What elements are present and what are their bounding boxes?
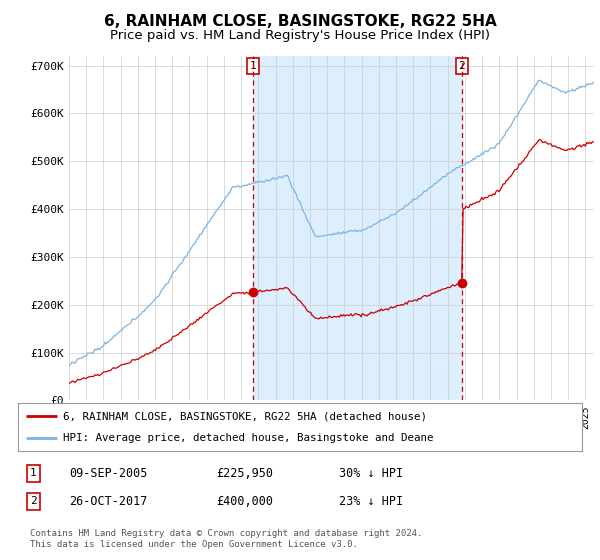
Text: 6, RAINHAM CLOSE, BASINGSTOKE, RG22 5HA: 6, RAINHAM CLOSE, BASINGSTOKE, RG22 5HA	[104, 14, 496, 29]
Text: 2: 2	[30, 496, 37, 506]
Text: 23% ↓ HPI: 23% ↓ HPI	[339, 494, 403, 508]
Text: 1: 1	[30, 468, 37, 478]
Bar	[253, 56, 462, 400]
Text: 1: 1	[250, 61, 256, 71]
Text: 6, RAINHAM CLOSE, BASINGSTOKE, RG22 5HA (detached house): 6, RAINHAM CLOSE, BASINGSTOKE, RG22 5HA …	[63, 411, 427, 421]
Text: 30% ↓ HPI: 30% ↓ HPI	[339, 466, 403, 480]
Text: £400,000: £400,000	[216, 494, 273, 508]
Text: 26-OCT-2017: 26-OCT-2017	[69, 494, 148, 508]
Text: Price paid vs. HM Land Registry's House Price Index (HPI): Price paid vs. HM Land Registry's House …	[110, 29, 490, 42]
Text: £225,950: £225,950	[216, 466, 273, 480]
Text: Contains HM Land Registry data © Crown copyright and database right 2024.
This d: Contains HM Land Registry data © Crown c…	[30, 529, 422, 549]
Text: HPI: Average price, detached house, Basingstoke and Deane: HPI: Average price, detached house, Basi…	[63, 433, 434, 443]
Text: 2: 2	[458, 61, 466, 71]
Text: 09-SEP-2005: 09-SEP-2005	[69, 466, 148, 480]
